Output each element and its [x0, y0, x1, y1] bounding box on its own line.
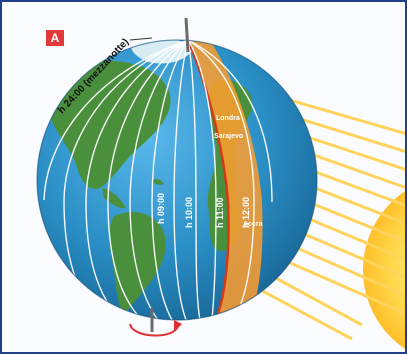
globe [36, 39, 318, 321]
earth-axis-top [184, 17, 190, 53]
hour-label-1100: h 11:00 [215, 197, 225, 228]
hour-label-1000: h 10:00 [184, 197, 194, 228]
sun [363, 191, 405, 349]
place-sarajevo: Sarajevo [214, 133, 243, 140]
meridians [43, 40, 273, 320]
rotation-arrow [129, 323, 179, 337]
place-accra: Accra [243, 221, 263, 228]
hour-label-0900: h 09:00 [156, 193, 166, 224]
hour-label-1200: h 12:00 [241, 197, 251, 228]
figure-badge: A [46, 30, 64, 46]
noon-band [188, 40, 263, 320]
place-londra: Londra [216, 115, 240, 122]
